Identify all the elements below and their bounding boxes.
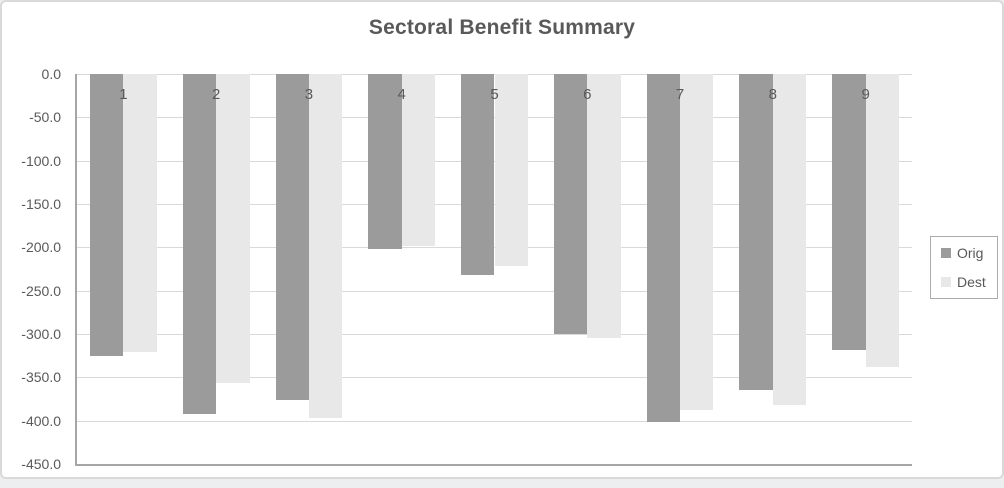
- bar-orig: [275, 74, 309, 400]
- gridline: [77, 377, 912, 379]
- category-label: 7: [675, 86, 685, 103]
- y-axis-tick-label: -400.0: [21, 412, 61, 429]
- bar-orig: [553, 74, 588, 334]
- bar-orig: [832, 74, 866, 350]
- plot-area: 1 2 3 4 5 6 7 8 9: [75, 74, 912, 466]
- y-axis-tick-label: 0.0: [41, 66, 61, 82]
- gridline: [77, 334, 912, 335]
- bar-dest: [308, 74, 343, 419]
- bar-dest: [216, 74, 250, 383]
- bar-dest: [123, 74, 157, 353]
- category-label: 8: [768, 86, 777, 103]
- legend-swatch-icon: [941, 277, 951, 287]
- bar-dest: [865, 74, 899, 367]
- bar-dest: [680, 74, 714, 411]
- legend: Orig Dest: [930, 236, 998, 299]
- category-label: 4: [397, 86, 406, 103]
- bar-dest: [401, 74, 436, 247]
- bar-orig: [646, 74, 681, 422]
- y-axis-tick-label: -100.0: [21, 152, 61, 169]
- bar-dest: [772, 74, 807, 406]
- y-axis: 0.0 -50.0 -100.0 -150.0 -200.0 -250.0 -300.0 -3…: [2, 2, 65, 488]
- y-axis-tick-label: -250.0: [21, 282, 61, 299]
- legend-label: Dest: [957, 274, 986, 290]
- chart-title: Sectoral Benefit Summary: [368, 16, 636, 39]
- y-axis-tick-label: -150.0: [21, 196, 61, 212]
- category-label: 1: [119, 86, 128, 103]
- legend-label: Orig: [957, 245, 984, 261]
- bar-orig: [368, 74, 402, 250]
- bar-orig: [89, 74, 124, 356]
- legend-entry-dest: Dest: [941, 274, 997, 290]
- category-label: 6: [583, 86, 592, 103]
- gridline: [77, 420, 912, 422]
- category-label: 3: [304, 86, 314, 103]
- y-axis-tick-label: -450.0: [21, 456, 61, 472]
- category-label: 5: [490, 86, 499, 103]
- bar-dest: [587, 74, 621, 339]
- legend-swatch-icon: [941, 248, 951, 258]
- gridline: [77, 290, 912, 292]
- gridline: [77, 464, 912, 465]
- y-axis-tick-label: -200.0: [21, 239, 61, 256]
- category-label: 2: [211, 86, 221, 103]
- bar-orig: [739, 74, 773, 391]
- y-axis-tick-label: -350.0: [21, 369, 61, 386]
- y-axis-tick-label: -50.0: [29, 109, 61, 126]
- y-axis-tick-label: -300.0: [21, 326, 61, 342]
- bar-dest: [494, 74, 528, 267]
- bar-orig: [461, 74, 495, 276]
- category-label: 9: [861, 86, 870, 103]
- bar-orig: [182, 74, 217, 414]
- legend-entry-orig: Orig: [941, 245, 997, 261]
